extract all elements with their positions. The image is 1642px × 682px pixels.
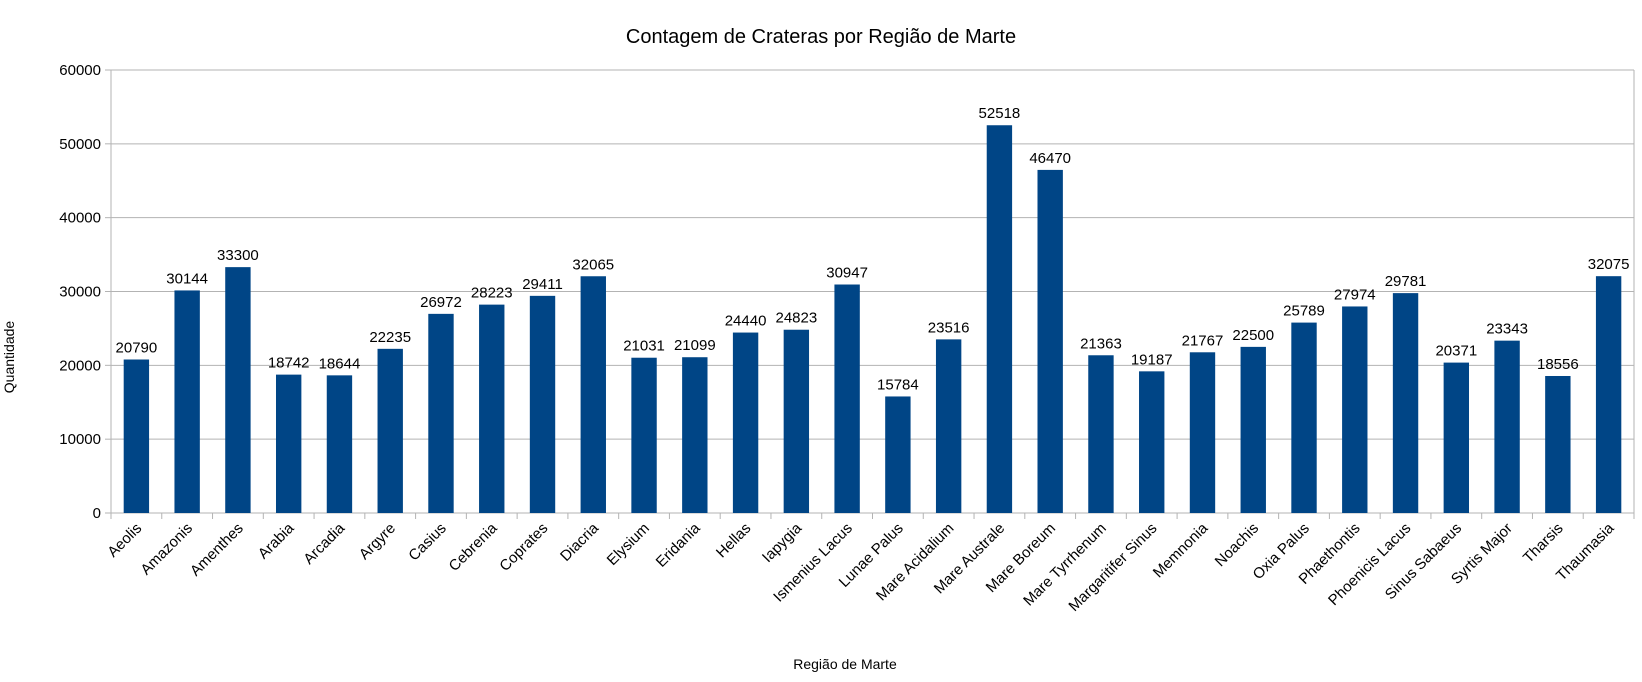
x-category-label: Arabia (255, 519, 298, 562)
bar (275, 374, 302, 513)
bar (1189, 352, 1216, 513)
bar (834, 284, 860, 513)
data-label: 18556 (1537, 356, 1579, 373)
data-label: 46470 (1029, 150, 1071, 167)
bar (1291, 322, 1317, 513)
data-label: 18644 (319, 355, 361, 372)
y-tick-label: 30000 (59, 284, 101, 301)
y-tick-label: 60000 (59, 62, 101, 79)
data-label: 29411 (522, 276, 563, 293)
bar (1037, 169, 1063, 514)
x-category-label: Argyre (356, 520, 399, 563)
data-label: 20371 (1435, 343, 1477, 360)
bar (935, 339, 962, 513)
x-category-label: Aeolis (104, 520, 145, 561)
x-category-label: Cebrenia (446, 519, 502, 575)
x-category-label: Coprates (496, 520, 551, 575)
data-label: 30144 (166, 270, 208, 287)
x-category-label: Hellas (713, 520, 754, 561)
data-label: 33300 (217, 247, 259, 264)
data-label: 28223 (471, 285, 513, 302)
bar (986, 125, 1013, 514)
data-label: 23516 (928, 319, 970, 336)
bar (1139, 371, 1165, 513)
x-category-label: Eridania (653, 519, 704, 570)
x-category-label: Arcadia (300, 519, 348, 567)
x-category-label: Elysium (604, 520, 653, 569)
y-tick-label: 10000 (59, 431, 101, 448)
data-label: 18742 (268, 355, 310, 372)
bar (479, 304, 505, 513)
bar (783, 329, 810, 513)
bar (1443, 362, 1470, 513)
data-label: 52518 (979, 105, 1021, 122)
bars (123, 125, 1622, 514)
data-labels: 20790 30144 33300 18742 18644 22235 26972 28223… (116, 105, 1630, 393)
data-label: 24823 (775, 310, 817, 327)
data-label: 21099 (674, 337, 716, 354)
data-label: 22500 (1232, 327, 1274, 344)
bar (428, 313, 454, 513)
x-category-label: Noachis (1212, 520, 1262, 570)
bar (326, 375, 353, 513)
bar (529, 295, 556, 513)
bar (1494, 340, 1520, 513)
x-axis-title: Região de Marte (793, 656, 897, 672)
data-label: 26972 (420, 294, 462, 311)
bar (1088, 355, 1114, 513)
y-tick-label: 20000 (59, 357, 101, 374)
bar (225, 267, 251, 513)
bar (732, 332, 759, 513)
y-tick-label: 50000 (59, 136, 101, 153)
x-category-label: Amenthes (187, 520, 247, 580)
data-label: 24440 (725, 313, 767, 330)
bar (1545, 375, 1571, 513)
data-label: 21363 (1080, 335, 1122, 352)
gridlines (105, 69, 1635, 519)
data-label: 21031 (623, 338, 665, 355)
x-category-label: Margaritifer Sinus (1065, 520, 1160, 615)
data-label: 23343 (1486, 321, 1528, 338)
data-label: 30947 (826, 265, 868, 282)
bar (1595, 276, 1622, 513)
bar (631, 357, 657, 513)
y-tick-label: 40000 (59, 210, 101, 227)
bar (682, 357, 708, 513)
y-axis-ticks: 0 10000 20000 30000 40000 50000 60000 (59, 62, 101, 522)
bar (377, 348, 403, 513)
x-category-label: Casius (405, 520, 449, 564)
bar (174, 290, 200, 513)
bar (1392, 293, 1419, 513)
data-label: 32065 (572, 256, 614, 273)
data-label: 25789 (1283, 303, 1325, 320)
bar (1342, 306, 1368, 513)
x-category-label: Tharsis (1520, 520, 1567, 567)
bar (123, 359, 150, 513)
x-category-label: Amazonis (137, 520, 196, 579)
data-label: 20790 (116, 340, 158, 357)
data-label: 27974 (1334, 286, 1376, 303)
chart-title: Contagem de Crateras por Região de Marte (626, 26, 1016, 48)
data-label: 32075 (1588, 256, 1630, 273)
y-tick-label: 0 (93, 505, 101, 522)
bar (885, 396, 911, 513)
data-label: 22235 (369, 329, 411, 346)
y-axis-title: Quantidade (1, 321, 17, 394)
x-category-label: Iapygia (759, 519, 806, 566)
bar (1240, 346, 1266, 513)
x-category-label: Memnonia (1150, 519, 1212, 581)
data-label: 21767 (1182, 332, 1224, 349)
bar (580, 276, 606, 513)
data-label: 19187 (1131, 351, 1173, 368)
data-label: 15784 (877, 376, 919, 393)
x-category-label: Diacria (557, 519, 602, 564)
data-label: 29781 (1385, 273, 1427, 290)
